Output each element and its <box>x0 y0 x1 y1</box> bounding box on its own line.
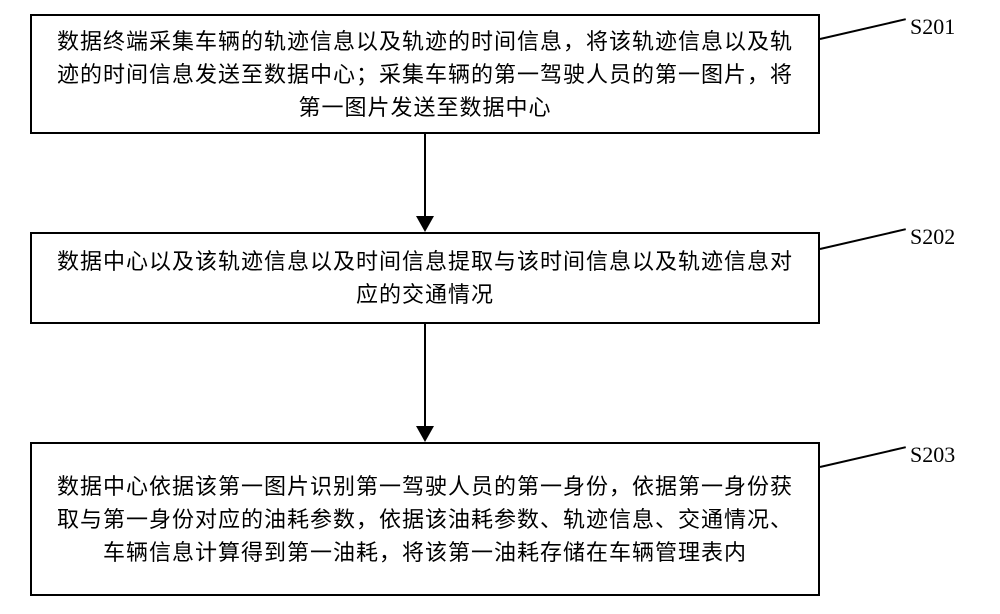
flow-node-2: 数据中心以及该轨迹信息以及时间信息提取与该时间信息以及轨迹信息对应的交通情况 <box>30 232 820 324</box>
flow-node-3-text: 数据中心依据该第一图片识别第一驾驶人员的第一身份，依据第一身份获取与第一身份对应… <box>52 470 798 569</box>
edge-2-arrow <box>416 426 434 442</box>
step-label-2: S202 <box>910 224 955 250</box>
leader-line-2 <box>820 228 906 250</box>
leader-line-3 <box>820 446 906 468</box>
edge-1-arrow <box>416 216 434 232</box>
edge-1-line <box>424 134 426 216</box>
step-label-1: S201 <box>910 14 955 40</box>
flow-node-3: 数据中心依据该第一图片识别第一驾驶人员的第一身份，依据第一身份获取与第一身份对应… <box>30 442 820 596</box>
edge-2-line <box>424 324 426 426</box>
flow-node-1: 数据终端采集车辆的轨迹信息以及轨迹的时间信息，将该轨迹信息以及轨迹的时间信息发送… <box>30 14 820 134</box>
flow-node-2-text: 数据中心以及该轨迹信息以及时间信息提取与该时间信息以及轨迹信息对应的交通情况 <box>52 245 798 311</box>
leader-line-1 <box>820 18 906 40</box>
flow-node-1-text: 数据终端采集车辆的轨迹信息以及轨迹的时间信息，将该轨迹信息以及轨迹的时间信息发送… <box>52 25 798 124</box>
step-label-3: S203 <box>910 442 955 468</box>
